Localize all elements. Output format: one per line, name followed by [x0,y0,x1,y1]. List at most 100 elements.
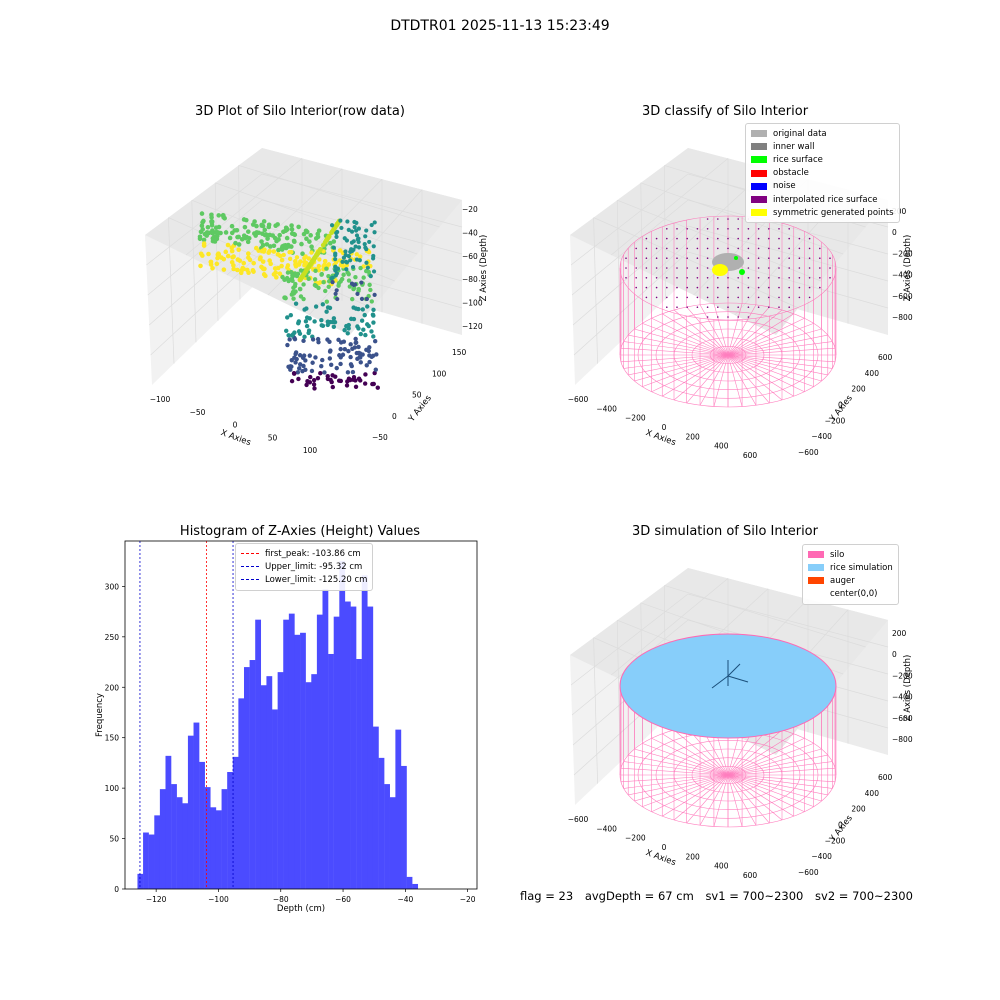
panel2-point [808,296,811,299]
panel1-point [344,383,350,388]
legend-label: rice simulation [830,562,893,573]
panel1-point [340,259,345,264]
histogram-bar [266,676,273,889]
panel2-point [645,286,648,289]
panel1-point [366,269,371,275]
panel1-x-tick: 0 [233,421,238,430]
panel2-point [666,228,668,230]
panel2-point [778,286,780,289]
panel2-zlabel: Z Axies (Depth) [903,235,913,302]
panel1-point [296,376,301,382]
legend-entry: auger [808,574,893,587]
panel1-point [210,238,216,244]
panel1-point [350,264,356,270]
histogram-bar [294,634,301,889]
panel1-point [242,224,248,230]
panel1-point [351,305,356,310]
panel2-point [645,296,648,299]
panel1-z-tick: −120 [462,322,483,331]
panel1-point [311,378,317,383]
panel1-point [323,238,329,244]
legend-entry: rice surface [751,153,894,166]
histogram-bar [227,771,233,889]
panel2-point [706,237,709,240]
panel1-point [320,357,325,363]
panel1-point [313,304,319,309]
panel2-point [625,277,627,279]
panel1-point [283,228,288,234]
panel1-point [299,274,305,279]
panel1-point [292,355,297,360]
panel2-point [737,218,739,220]
panel2-point [727,316,729,318]
panel4-y-tick: 600 [878,773,893,782]
histogram-ytick: 300 [105,582,120,591]
panel1-point [238,270,244,276]
histogram-bar [361,575,368,889]
histogram-bar [356,659,362,889]
histogram-bar [210,807,217,889]
panel1-point [286,333,291,338]
panel1-point [302,263,307,268]
panel2-x-tick: −200 [625,414,646,423]
panel1-point [257,256,263,262]
panel4-y-tick: −400 [811,852,832,861]
panel1-z-tick: −20 [462,205,478,214]
panel1-point [304,382,309,388]
legend-swatch [751,143,767,151]
legend-label: center(0,0) [830,589,878,600]
panel1-point [250,222,256,227]
panel1-point [318,371,323,376]
panel1-point [241,266,246,272]
panel1-point [287,256,293,262]
panel1-point [291,370,297,376]
panel2-point [808,247,811,250]
panel1-point [277,253,283,259]
panel1-point [308,374,313,380]
panel1-point [208,259,214,265]
histogram-bar [182,803,189,889]
histogram-xtick: −20 [460,895,476,904]
panel1-point [356,245,362,250]
panel2-point [696,257,699,260]
panel1-point [279,263,284,269]
legend-entry: first_peak: -103.86 cm [241,547,367,560]
panel1-point [259,223,265,228]
panel1-point [333,257,338,262]
panel2-point [645,277,648,279]
panel1-point [221,256,227,262]
panel1-point [316,263,322,269]
panel2-point [727,286,729,289]
panel2-point [686,296,688,299]
panel1-point [322,262,327,267]
panel1-point [229,248,235,254]
panel1-point [358,254,363,259]
panel1-point [256,230,262,236]
panel2-point [757,286,760,289]
panel1-point [303,254,308,259]
panel2-point [686,286,688,289]
panel1-point [333,291,338,296]
panel1-point [229,245,235,250]
panel1-point [297,362,303,367]
histogram-bar [305,682,312,889]
panel2-point [768,237,770,240]
panel1-points [197,211,380,391]
panel1-point [293,281,298,287]
panel1-x-tick: −50 [190,408,206,417]
panel1-point [314,252,319,258]
panel1-point [293,351,298,357]
panel1-z-tick: −100 [462,299,483,308]
panel1-point [366,323,371,329]
panel1-point [325,305,331,310]
panel2-point [778,306,780,309]
panel2-point [727,277,729,279]
panel2-point [686,257,688,260]
panel1-point [286,244,292,249]
panel1-point [346,326,351,331]
panel1-point [300,368,305,374]
panel1-point [305,266,311,271]
panel1-point [329,223,335,228]
panel2-point [635,267,637,269]
panel2-point [625,257,627,260]
